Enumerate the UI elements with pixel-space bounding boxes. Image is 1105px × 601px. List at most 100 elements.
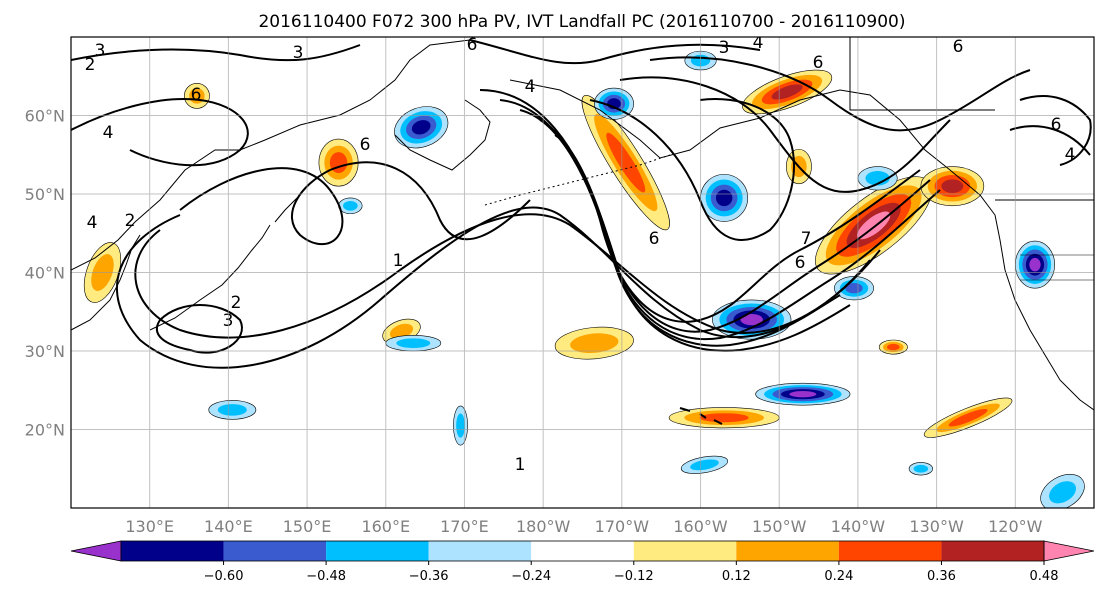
- ivt-feature-26: [857, 166, 898, 191]
- contour-label: 4: [525, 77, 536, 97]
- colorbar-tick-label: 0.12: [722, 569, 751, 584]
- ivt-level-0.36: [606, 132, 646, 193]
- ivt-level-0.36: [887, 343, 900, 351]
- colorbar-tick-label: 0.24: [824, 569, 853, 584]
- lon-tick-label: 170°W: [595, 517, 650, 536]
- lat-tick-label: 60°N: [25, 107, 65, 126]
- ivt-level--0.6: [1029, 257, 1041, 272]
- ivt-level--0.24: [343, 200, 358, 211]
- ivt-level--0.24: [217, 404, 247, 416]
- pv-contour-3: [179, 161, 531, 246]
- contour-label: 2: [85, 55, 96, 75]
- ivt-feature-4: [318, 138, 359, 187]
- contour-label: 3: [719, 38, 730, 58]
- contour-label: 4: [87, 213, 98, 233]
- colorbar-tick-label: −0.48: [306, 569, 346, 584]
- colorbar-segment: [838, 541, 942, 561]
- contour-label: 6: [191, 85, 202, 105]
- contour-label: 6: [795, 253, 806, 273]
- contour-label: 6: [467, 35, 478, 55]
- contour-label: 1: [393, 251, 404, 271]
- colorbar-segment: [633, 541, 737, 561]
- lon-tick-label: 140°E: [204, 517, 253, 536]
- ivt-level--0.24: [396, 338, 431, 348]
- contour-label: 4: [103, 123, 114, 143]
- contour-label: 3: [293, 43, 304, 63]
- lon-tick-label: 130°E: [125, 517, 174, 536]
- lon-tick-label: 150°W: [752, 517, 807, 536]
- colorbar-segment: [223, 541, 327, 561]
- border-states: [1020, 254, 1094, 281]
- pv-contour-2: [134, 213, 881, 339]
- ivt-feature-2: [581, 95, 670, 231]
- lon-tick-label: 160°W: [673, 517, 728, 536]
- coastline-north-america: [994, 214, 1094, 411]
- ivt-level--0.6: [740, 313, 763, 326]
- contour-label: 6: [813, 53, 824, 73]
- lon-tick-label: 170°E: [440, 517, 489, 536]
- ivt-feature-22: [208, 400, 257, 420]
- contour-label: 6: [360, 135, 371, 155]
- pv-contour-east-2: [1009, 125, 1091, 156]
- lon-tick-label: 160°E: [361, 517, 410, 536]
- lon-tick-label: 130°W: [909, 517, 964, 536]
- map-frame: [70, 36, 1095, 509]
- colorbar-extend-low: [70, 540, 122, 562]
- colorbar-tick-label: −0.12: [614, 569, 654, 584]
- ivt-feature-15: [1015, 240, 1055, 289]
- ivt-level--0.24: [690, 459, 719, 471]
- pv-ridge-3: [649, 56, 1031, 132]
- ivt-feature-27: [1040, 473, 1085, 508]
- colorbar: −0.60 −0.48 −0.36 −0.24 −0.12 0.12 0.24 0.36 0.4…: [70, 540, 1095, 584]
- ivt-level--0.24: [865, 171, 890, 186]
- ivt-feature-18: [394, 106, 449, 149]
- colorbar-segment: [326, 541, 429, 561]
- colorbar-segment: [531, 541, 634, 561]
- colorbar-tick-label: −0.36: [409, 569, 449, 584]
- contour-label: 6: [649, 229, 660, 249]
- ivt-feature-25: [680, 455, 729, 474]
- pv-ridge-2: [619, 76, 951, 193]
- contour-label: 7: [801, 229, 812, 249]
- pv-contour-east-1: [1019, 95, 1092, 166]
- colorbar-segment: [121, 541, 224, 561]
- pv-ridge-1: [589, 98, 795, 241]
- coastline-kamchatka: [394, 99, 491, 171]
- ivt-level-0.6: [856, 211, 891, 240]
- colorbar-tick-label: 0.48: [1030, 569, 1059, 584]
- ivt-feature-28: [908, 462, 933, 476]
- lon-tick-label: 180°W: [516, 517, 571, 536]
- pv-contour-6-north: [469, 39, 761, 65]
- ivt-level--0.24: [456, 413, 465, 438]
- longitude-tick-labels: 130°E 140°E 150°E 160°E 170°E 180°W 170°W 160°W…: [125, 517, 1042, 536]
- lon-tick-label: 140°W: [831, 517, 886, 536]
- pv-contour-4-west: [71, 98, 249, 167]
- ivt-feature-11: [878, 339, 908, 355]
- ivt-level--0.48: [411, 120, 431, 135]
- ivt-level-0.36: [699, 413, 749, 423]
- chart-title: 2016110400 F072 300 hPa PV, IVT Landfall…: [258, 12, 905, 32]
- colorbar-frame: [120, 540, 1045, 562]
- gridlines: [71, 37, 1094, 508]
- ivt-level--0.48: [715, 189, 733, 207]
- coastline-asia: [71, 39, 471, 271]
- ivt-feature-14: [755, 382, 851, 406]
- colorbar-segment: [428, 541, 532, 561]
- map-panel: 33624663466442123676461: [70, 33, 1095, 509]
- ivt-level--0.24: [1049, 481, 1077, 504]
- pv-contour-north-asia: [71, 44, 361, 62]
- contour-label: 4: [753, 33, 764, 53]
- contour-label: 6: [1051, 115, 1062, 135]
- pv-trough-5: [554, 134, 851, 352]
- colorbar-tick-label: 0.36: [927, 569, 956, 584]
- coastline-japan: [149, 194, 301, 331]
- coastline-aleutians: [484, 154, 671, 206]
- contour-label: 3: [95, 41, 106, 61]
- ivt-level--0.6: [789, 391, 817, 398]
- pv-contour-3-japan: [155, 304, 243, 354]
- ivt-level-0.48: [941, 179, 964, 193]
- coastline-alaska: [509, 79, 996, 216]
- ivt-feature-24: [385, 334, 442, 352]
- lat-tick-label: 50°N: [25, 185, 65, 204]
